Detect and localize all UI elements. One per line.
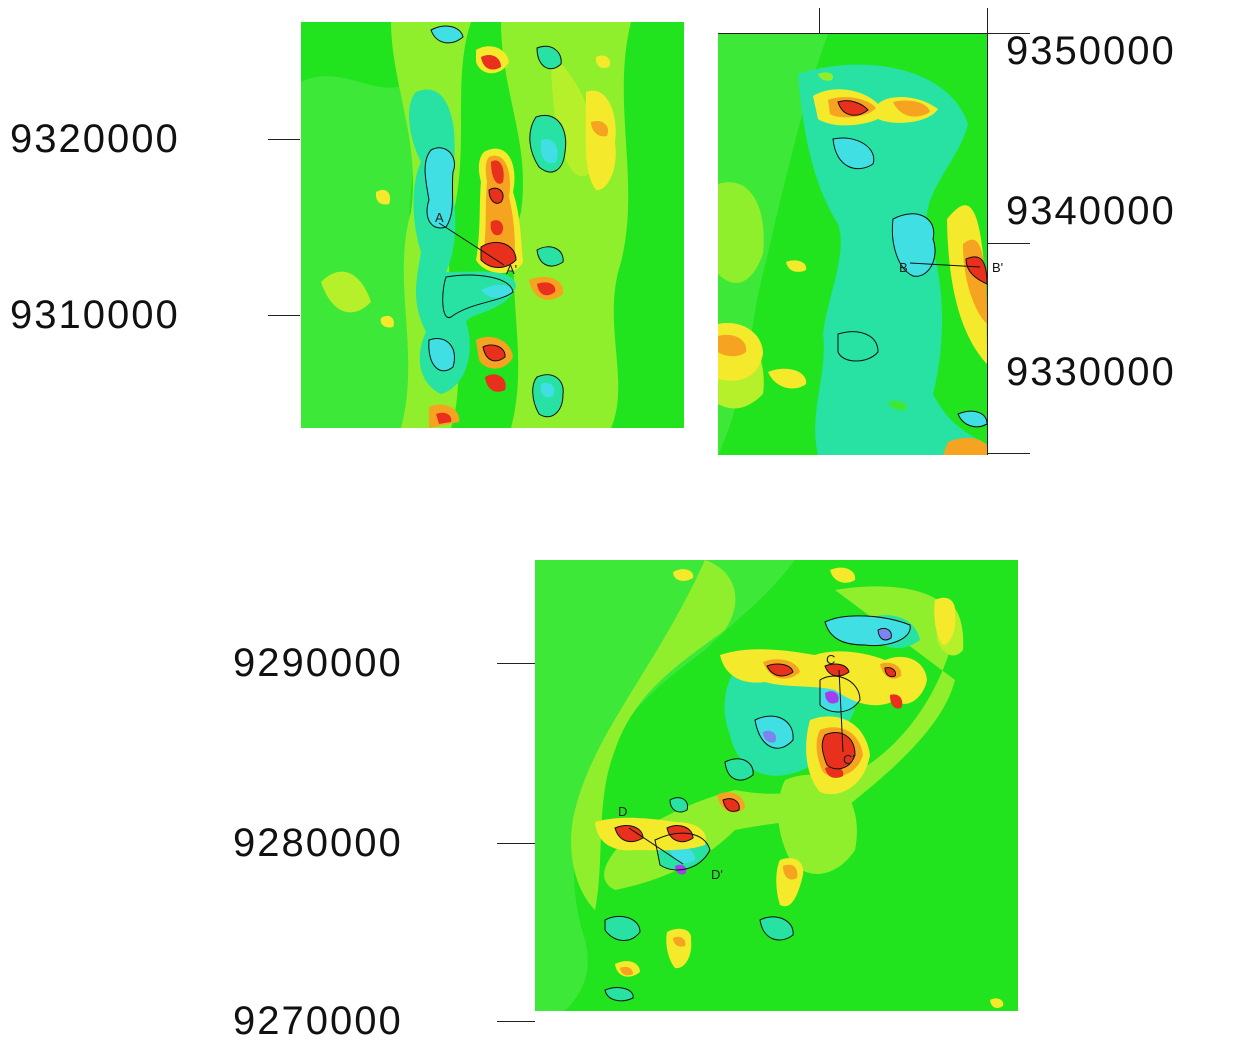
northing-label-9290000: 9290000 [233, 643, 403, 683]
grid-line [987, 8, 988, 34]
profile-label-a-end: A' [506, 262, 517, 277]
northing-tick [268, 139, 300, 140]
profile-label-d-start: D [618, 804, 627, 819]
northing-tick [497, 663, 535, 664]
northing-label-9270000: 9270000 [233, 1001, 403, 1041]
profile-label-b-end-overlay: B' [992, 261, 1003, 274]
profile-label-d-end: D' [711, 867, 723, 882]
contour-map-2: B B' [718, 34, 987, 455]
profile-label-c-end: C' [843, 752, 855, 767]
northing-tick [987, 453, 1030, 454]
northing-label-9280000: 9280000 [233, 823, 403, 863]
grid-line [819, 8, 820, 34]
profile-label-a-start: A [435, 210, 444, 225]
northing-label-9350000: 9350000 [1006, 31, 1176, 71]
northing-tick [268, 315, 300, 316]
northing-label-9310000: 9310000 [10, 295, 180, 335]
northing-tick [497, 843, 535, 844]
northing-label-9340000: 9340000 [1006, 191, 1176, 231]
profile-label-c-start: C [826, 652, 835, 667]
northing-tick [497, 1021, 535, 1022]
northing-tick [987, 243, 1030, 244]
profile-label-b-start: B [899, 260, 908, 275]
contour-map-1: A A' [301, 22, 684, 428]
northing-label-9330000: 9330000 [1006, 352, 1176, 392]
northing-label-9320000: 9320000 [10, 119, 180, 159]
contour-map-3: C C' D D' [535, 560, 1018, 1011]
